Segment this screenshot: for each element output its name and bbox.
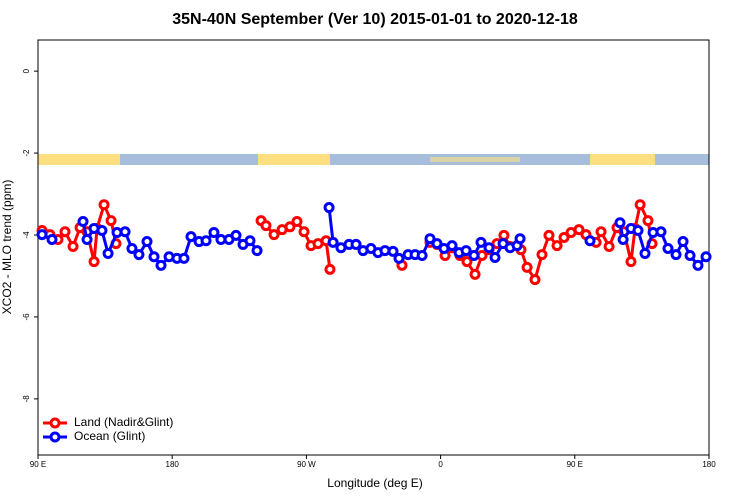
data-point (483, 242, 495, 254)
data-point (350, 238, 362, 250)
data-point (208, 227, 220, 239)
ocean-band (38, 154, 709, 165)
data-point (155, 259, 167, 271)
data-point (185, 231, 197, 243)
data-point (603, 240, 615, 252)
data-point (424, 233, 436, 245)
data-point (260, 220, 272, 232)
data-point (102, 247, 114, 259)
data-point (46, 234, 58, 246)
data-point (291, 215, 303, 227)
data-point (662, 243, 674, 255)
data-point (632, 224, 644, 236)
plot-frame (37, 39, 710, 456)
data-point (88, 256, 100, 268)
data-point (200, 235, 212, 247)
legend-marker (49, 431, 61, 443)
land-ocean-strip (38, 154, 709, 165)
data-point (521, 261, 533, 273)
data-point (461, 256, 473, 268)
data-point (684, 249, 696, 261)
data-point (119, 226, 131, 238)
data-point (692, 259, 704, 271)
y-tick-label: 0 (22, 68, 31, 73)
data-point (431, 238, 443, 250)
data-point (489, 252, 501, 264)
chart-title: 35N-40N September (Ver 10) 2015-01-01 to… (172, 11, 578, 28)
y-tick-label: -8 (22, 395, 31, 403)
data-point (469, 268, 481, 280)
data-point (298, 226, 310, 238)
data-point (700, 251, 712, 263)
x-tick-label: 180 (166, 460, 180, 469)
x-tick-label: 90 W (297, 460, 316, 469)
data-point (324, 263, 336, 275)
data-point (387, 245, 399, 257)
x-tick-label: 90 E (30, 460, 46, 469)
data-point (230, 229, 242, 241)
data-point (617, 234, 629, 246)
data-point (98, 199, 110, 211)
data-point (268, 229, 280, 241)
data-point (529, 274, 541, 286)
data-point (468, 249, 480, 261)
data-point (446, 240, 458, 252)
data-point (323, 202, 335, 214)
data-point (393, 252, 405, 264)
data-point (677, 236, 689, 248)
data-point (460, 245, 472, 257)
data-point (614, 217, 626, 229)
data-point (96, 224, 108, 236)
legend-label: Ocean (Glint) (74, 429, 145, 443)
data-point (475, 236, 487, 248)
data-point (536, 249, 548, 261)
legend-marker (49, 417, 61, 429)
data-point (642, 215, 654, 227)
data-point (634, 199, 646, 211)
data-point (655, 226, 667, 238)
data-point (284, 221, 296, 233)
data-point (625, 256, 637, 268)
data-point (327, 236, 339, 248)
land-band (258, 154, 330, 165)
data-point (514, 233, 526, 245)
data-point (558, 231, 570, 243)
data-point (81, 234, 93, 246)
data-point (178, 252, 190, 264)
data-point (639, 247, 651, 259)
x-tick-label: 0 (438, 460, 443, 469)
x-tick-label: 180 (702, 460, 716, 469)
data-point (251, 245, 263, 257)
x-axis-label: Longitude (deg E) (327, 476, 422, 490)
data-point (416, 249, 428, 261)
data-point (670, 249, 682, 261)
data-point (59, 226, 71, 238)
y-tick-label: -6 (22, 313, 31, 321)
data-point (36, 229, 48, 241)
y-tick-label: -4 (22, 231, 31, 239)
data-point (67, 240, 79, 252)
data-point (543, 229, 555, 241)
legend-label: Land (Nadir&Glint) (74, 415, 173, 429)
x-tick-label: 90 E (567, 460, 583, 469)
data-point (148, 251, 160, 263)
data-point (126, 243, 138, 255)
data-point (133, 249, 145, 261)
y-axis-label: XCO2 - MLO trend (ppm) (0, 180, 14, 315)
data-point (77, 215, 89, 227)
data-point (551, 240, 563, 252)
data-point (584, 235, 596, 247)
data-point (595, 226, 607, 238)
land-band (38, 154, 120, 165)
data-point (244, 235, 256, 247)
land-band (590, 154, 655, 165)
y-tick-label: -2 (22, 149, 31, 157)
land-band (430, 157, 520, 162)
data-point (105, 215, 117, 227)
data-point (141, 236, 153, 248)
data-point (573, 224, 585, 236)
